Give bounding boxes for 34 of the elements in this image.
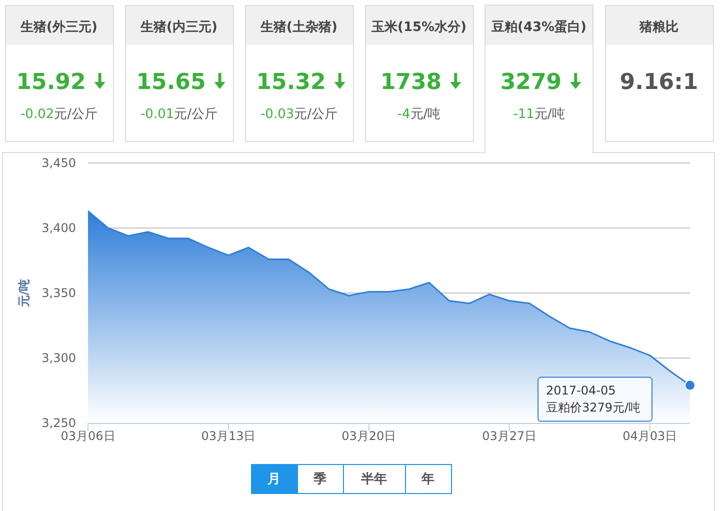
text: -0.03元/公斤 — [260, 107, 338, 122]
x-tick-label: 03月20日 — [342, 429, 396, 443]
text: 3279 — [500, 70, 562, 95]
category-label: 生猪(外三元) — [20, 20, 98, 35]
text: -11元/吨 — [513, 107, 565, 122]
text: 9.16:1 — [620, 70, 698, 95]
text: 季 — [312, 471, 326, 487]
text: -0.02元/公斤 — [20, 107, 98, 122]
category-label: 生猪(内三元) — [140, 20, 218, 35]
annotation: 2017-04-05 — [546, 383, 616, 398]
text: 15.92 — [16, 70, 86, 95]
x-tick-label: 04月03日 — [622, 429, 678, 443]
category-label: 猪粮比 — [638, 19, 678, 35]
text: 15.65 — [136, 70, 206, 95]
text: 半年 — [360, 472, 387, 487]
y-tick-label: 3,400 — [42, 221, 76, 235]
category-label: 豆粕(43%蛋白) — [490, 20, 586, 35]
x-tick-label: 03月06日 — [60, 429, 116, 443]
text: -0.01元/公斤 — [140, 107, 218, 122]
text: 15.32 — [256, 70, 326, 95]
text: 1738 — [380, 70, 442, 95]
text: -4元/吨 — [397, 107, 441, 122]
y-tick-label: 3,350 — [42, 286, 76, 300]
x-tick-label: 03月27日 — [482, 429, 537, 443]
category-label: 玉米(15%水分) — [370, 20, 466, 35]
x-tick-label: 03月13日 — [201, 429, 256, 443]
y-tick-label: 3,250 — [42, 416, 76, 430]
annotation: 豆粕价3279元/吨 — [546, 400, 641, 414]
text: 月 — [266, 472, 280, 487]
category-label: 生猪(土杂猪) — [260, 20, 338, 35]
y-axis-title: 元/吨 — [17, 278, 31, 308]
y-tick-label: 3,300 — [42, 351, 76, 365]
y-tick-label: 3,450 — [42, 156, 76, 170]
text: 年 — [420, 472, 434, 487]
